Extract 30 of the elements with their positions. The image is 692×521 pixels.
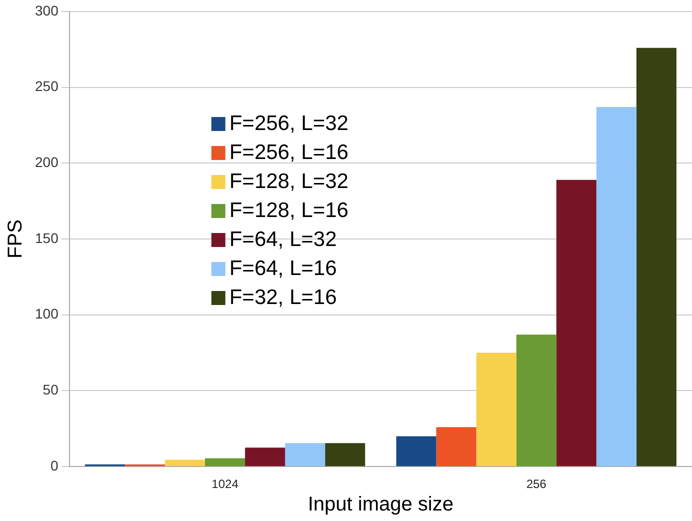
y-tick-label: 50 bbox=[42, 382, 59, 398]
x-tick-label: 1024 bbox=[212, 477, 239, 492]
legend-label: F=128, L=16 bbox=[229, 198, 348, 222]
y-tick-label: 300 bbox=[35, 2, 59, 18]
y-tick-label: 100 bbox=[35, 306, 59, 322]
bar bbox=[636, 48, 676, 466]
bar bbox=[164, 460, 206, 466]
x-axis-title: Input image size bbox=[308, 494, 454, 516]
y-tick-label: 250 bbox=[35, 78, 59, 94]
bar bbox=[596, 106, 636, 466]
y-tick-label: 150 bbox=[35, 230, 59, 246]
bar bbox=[436, 427, 476, 466]
bar bbox=[396, 436, 436, 466]
x-tick-label: 256 bbox=[526, 477, 547, 492]
bar bbox=[556, 180, 596, 466]
bar bbox=[245, 448, 286, 466]
legend-label: F=128, L=32 bbox=[229, 170, 348, 193]
bar bbox=[325, 443, 366, 466]
y-tick-label: 0 bbox=[50, 457, 59, 474]
legend-label: F=32, L=16 bbox=[229, 286, 337, 309]
legend-label: F=256, L=16 bbox=[229, 140, 348, 164]
legend-label: F=64, L=16 bbox=[229, 256, 337, 280]
y-axis-title: FPS bbox=[4, 220, 27, 258]
legend-label: F=256, L=32 bbox=[229, 112, 348, 135]
bar bbox=[476, 352, 516, 466]
bar bbox=[285, 443, 326, 466]
legend-label: F=64, L=32 bbox=[229, 228, 337, 251]
y-tick-label: 200 bbox=[35, 154, 59, 170]
bar bbox=[205, 458, 246, 466]
bar bbox=[516, 334, 556, 466]
